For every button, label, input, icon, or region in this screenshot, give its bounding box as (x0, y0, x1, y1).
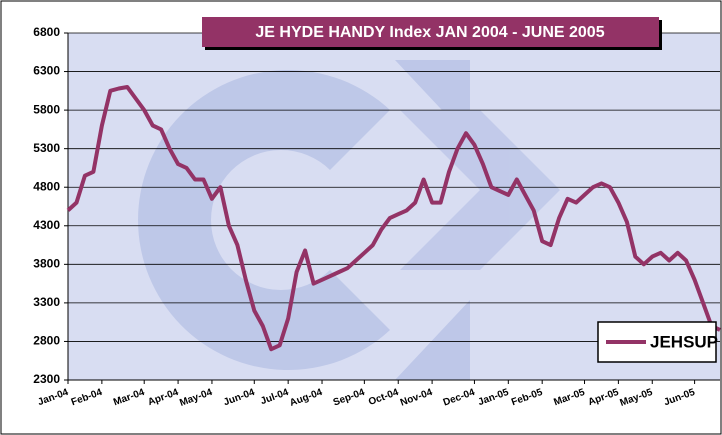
y-tick-label: 3800 (33, 257, 60, 271)
chart: JE HYDE HANDY Index JAN 2004 - JUNE 2005… (0, 0, 722, 435)
y-tick-label: 3300 (33, 295, 60, 309)
y-tick-label: 5300 (33, 141, 60, 155)
y-tick-label: 4800 (33, 179, 60, 193)
legend-label: JEHSUP (650, 332, 718, 351)
y-tick-label: 6800 (33, 25, 60, 39)
chart-title: JE HYDE HANDY Index JAN 2004 - JUNE 2005 (255, 24, 604, 41)
y-tick-label: 2300 (33, 372, 60, 386)
y-tick-label: 5800 (33, 102, 60, 116)
y-tick-label: 2800 (33, 334, 60, 348)
y-tick-label: 4300 (33, 218, 60, 232)
y-tick-label: 6300 (33, 64, 60, 78)
